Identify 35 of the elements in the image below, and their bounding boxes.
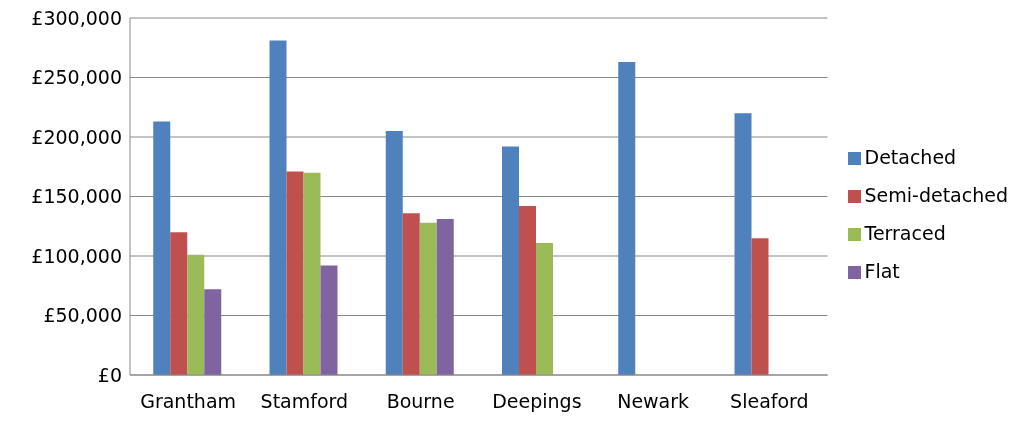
- x-tick-label: Grantham: [140, 390, 237, 413]
- bar: [170, 232, 188, 375]
- bar: [153, 121, 171, 375]
- legend-label: Flat: [864, 260, 900, 282]
- bar: [519, 206, 537, 375]
- bar: [436, 219, 454, 375]
- x-tick-label: Deepings: [492, 390, 582, 413]
- y-tick-label: £200,000: [31, 125, 122, 148]
- bar: [419, 222, 437, 375]
- bar: [286, 171, 304, 375]
- bar: [303, 172, 321, 375]
- y-tick-label: £300,000: [31, 6, 122, 29]
- x-tick-label: Stamford: [260, 390, 349, 413]
- bar: [734, 113, 752, 375]
- y-tick-label: £250,000: [31, 66, 122, 89]
- y-tick-label: £50,000: [43, 304, 122, 327]
- legend-label: Detached: [864, 146, 957, 168]
- bar: [536, 242, 554, 375]
- bar: [618, 62, 636, 375]
- x-tick-label: Sleaford: [730, 390, 809, 413]
- bar: [502, 146, 520, 375]
- y-tick-label: £0: [97, 363, 122, 386]
- bar: [320, 265, 338, 375]
- bar: [402, 213, 420, 375]
- bar: [269, 40, 287, 375]
- x-tick-label: Bourne: [386, 390, 455, 413]
- bar: [385, 131, 403, 375]
- y-tick-label: £100,000: [31, 244, 122, 267]
- legend-label: Semi-detached: [864, 184, 1008, 206]
- bar: [187, 254, 205, 375]
- y-tick-label: £150,000: [31, 185, 122, 208]
- legend-label: Terraced: [864, 222, 946, 244]
- x-tick-label: Newark: [617, 390, 690, 413]
- bar: [204, 289, 222, 375]
- bar: [751, 238, 769, 375]
